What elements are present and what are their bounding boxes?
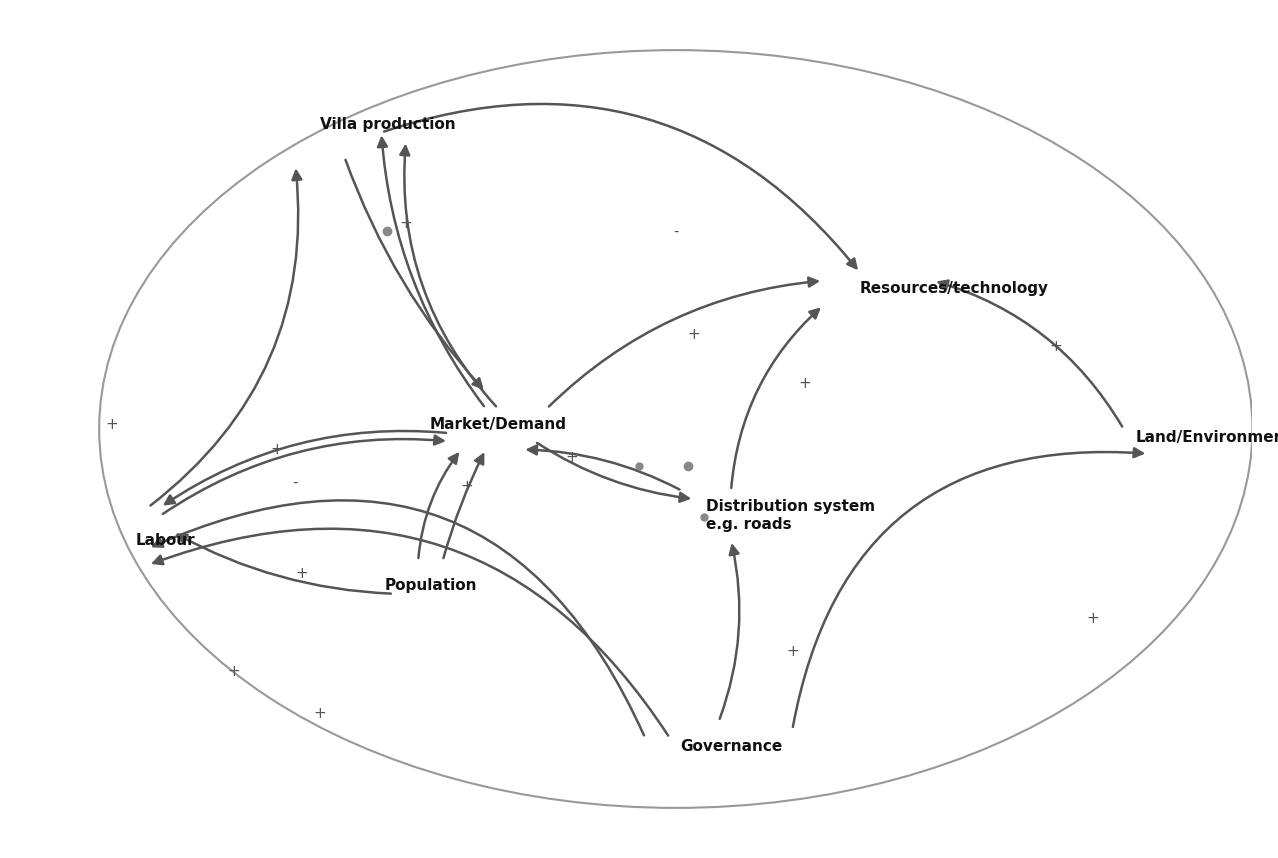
Text: Population: Population	[385, 578, 477, 593]
Text: Distribution system
e.g. roads: Distribution system e.g. roads	[707, 499, 875, 532]
Text: +: +	[1049, 339, 1062, 354]
FancyArrowPatch shape	[720, 546, 740, 719]
FancyArrowPatch shape	[400, 146, 496, 407]
FancyArrowPatch shape	[443, 455, 483, 558]
FancyArrowPatch shape	[528, 445, 680, 489]
FancyArrowPatch shape	[537, 443, 689, 502]
Text: Resources/technology: Resources/technology	[860, 281, 1049, 297]
FancyArrowPatch shape	[345, 160, 482, 388]
FancyArrowPatch shape	[383, 104, 856, 269]
FancyArrowPatch shape	[153, 529, 668, 735]
FancyArrowPatch shape	[939, 281, 1122, 426]
Text: -: -	[293, 475, 298, 490]
FancyArrowPatch shape	[162, 436, 443, 514]
FancyArrowPatch shape	[165, 431, 446, 505]
Text: +: +	[227, 664, 240, 680]
Text: +: +	[313, 705, 326, 721]
FancyArrowPatch shape	[550, 278, 818, 407]
Text: +: +	[799, 376, 812, 391]
Text: +: +	[461, 479, 474, 494]
Text: Land/Environment: Land/Environment	[1136, 430, 1278, 444]
Text: +: +	[565, 450, 578, 465]
Text: +: +	[105, 417, 118, 432]
FancyArrowPatch shape	[378, 138, 484, 406]
FancyArrowPatch shape	[731, 309, 819, 488]
Text: Villa production: Villa production	[320, 117, 456, 132]
Text: +: +	[688, 327, 700, 341]
FancyArrowPatch shape	[178, 535, 391, 594]
Text: -: -	[674, 224, 679, 239]
FancyArrowPatch shape	[418, 454, 458, 558]
Text: +: +	[400, 215, 413, 231]
Text: +: +	[295, 565, 308, 581]
FancyArrowPatch shape	[153, 500, 644, 735]
Text: Market/Demand: Market/Demand	[429, 417, 566, 432]
Text: +: +	[786, 644, 799, 659]
Text: +: +	[271, 442, 284, 457]
Text: +: +	[1086, 611, 1099, 626]
Text: Labour: Labour	[135, 533, 196, 547]
FancyArrowPatch shape	[151, 171, 302, 505]
Text: Governance: Governance	[680, 739, 782, 753]
FancyArrowPatch shape	[792, 448, 1143, 727]
